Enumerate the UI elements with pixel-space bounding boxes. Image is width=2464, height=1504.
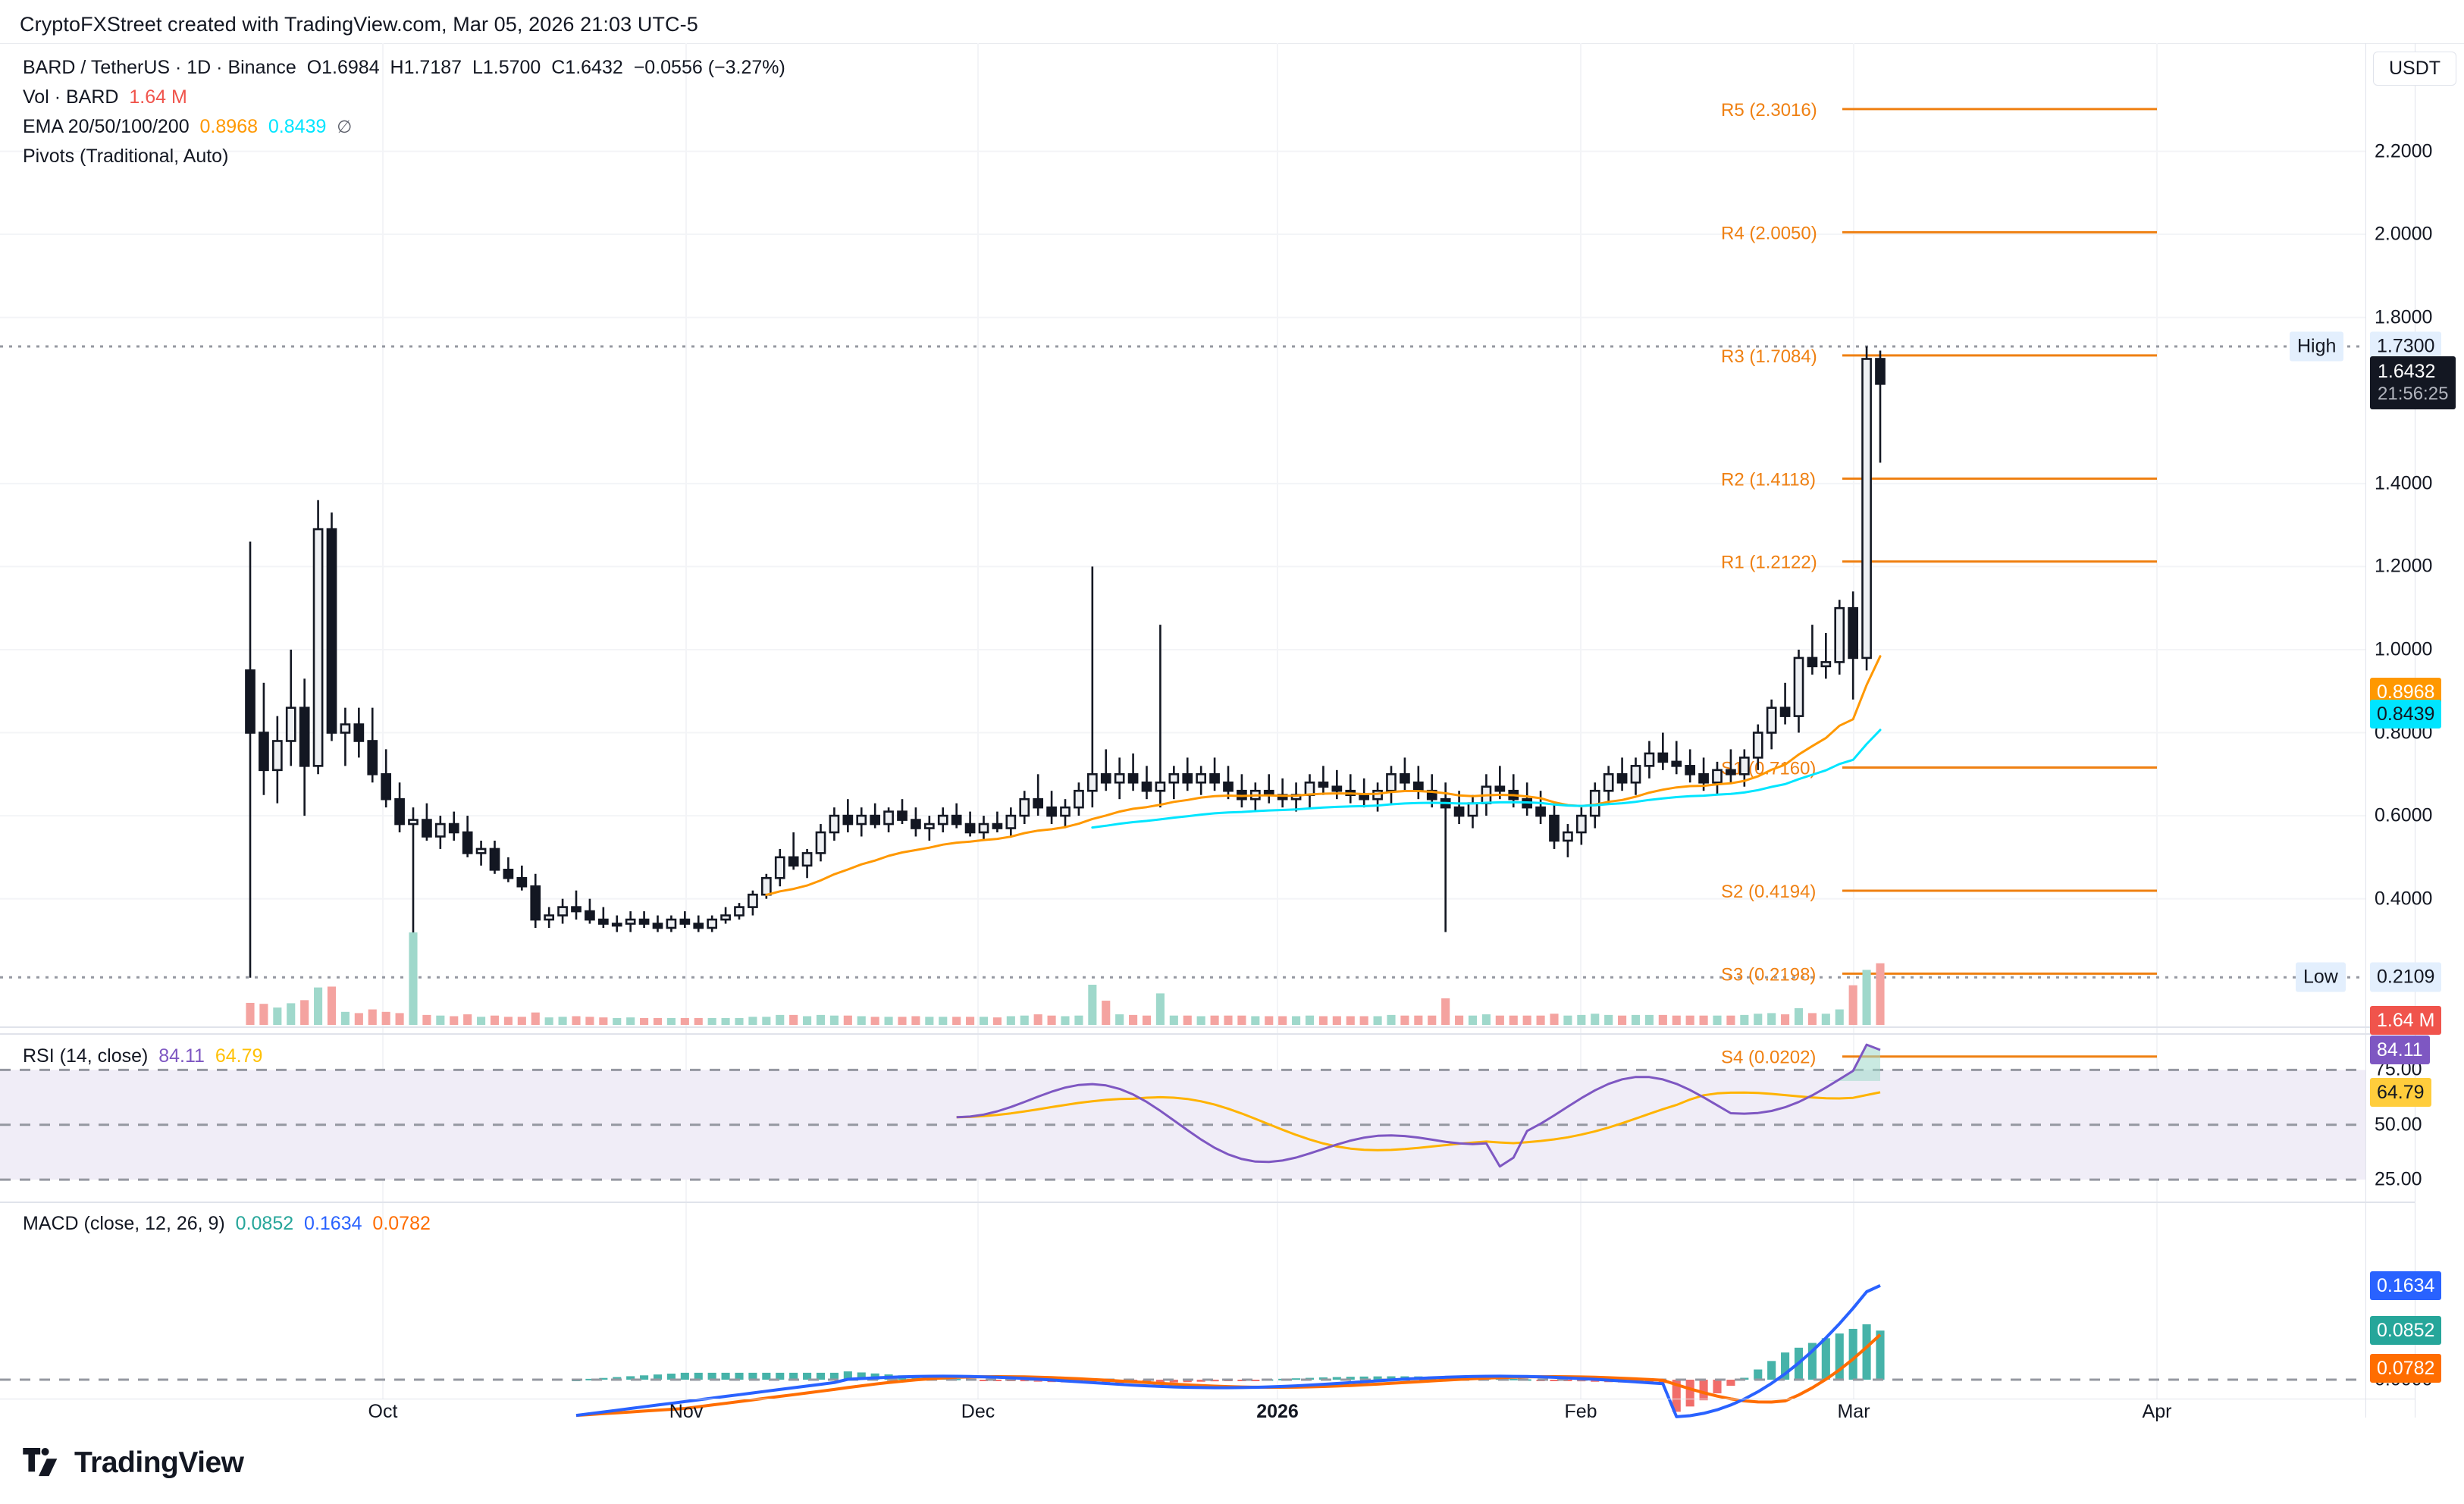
- pivot-label-s4: S4 (0.0202): [1721, 1048, 1816, 1068]
- pivot-label-r3: R3 (1.7084): [1721, 346, 1817, 367]
- rsi-tick-25.00: 25.00: [2375, 1168, 2422, 1190]
- legend-row-symbol[interactable]: BARD / TetherUS · 1D · Binance O1.6984 H…: [23, 53, 785, 83]
- pivot-label-r5: R5 (2.3016): [1721, 100, 1817, 121]
- legend-row-ema[interactable]: EMA 20/50/100/200 0.8968 0.8439 ∅: [23, 112, 785, 142]
- time-tick-apr: Apr: [2142, 1401, 2172, 1422]
- legend-row-volume[interactable]: Vol · BARD 1.64 M: [23, 83, 785, 112]
- price-axis-divider: [2365, 43, 2366, 1418]
- time-axis-rule: [0, 1399, 2415, 1444]
- tradingview-logo-text: TradingView: [74, 1446, 244, 1479]
- macd-line-value: 0.1634: [304, 1213, 362, 1234]
- legend-low: L1.5700: [472, 57, 541, 78]
- pivot-label-s2: S2 (0.4194): [1721, 882, 1816, 902]
- ema50-price-badge: 0.8439: [2370, 700, 2442, 729]
- high-marker-label: High: [2290, 331, 2344, 362]
- pivot-label-s1: S1 (0.7160): [1721, 759, 1816, 779]
- macd-hist-value: 0.0852: [235, 1213, 294, 1234]
- price-tick-2.0000: 2.0000: [2375, 223, 2433, 245]
- time-tick-2026: 2026: [1256, 1401, 1299, 1422]
- legend-ema-label: EMA 20/50/100/200: [23, 116, 190, 137]
- pivot-label-r4: R4 (2.0050): [1721, 223, 1817, 243]
- pivot-label-r1: R1 (1.2122): [1721, 553, 1817, 573]
- macd-legend[interactable]: MACD (close, 12, 26, 9) 0.0852 0.1634 0.…: [23, 1209, 431, 1239]
- time-tick-nov: Nov: [669, 1401, 704, 1422]
- rsi-value: 84.11: [158, 1045, 205, 1067]
- price-tick-1.0000: 1.0000: [2375, 638, 2433, 660]
- price-tick-1.8000: 1.8000: [2375, 306, 2433, 328]
- time-tick-oct: Oct: [368, 1401, 398, 1422]
- legend-volume-value: 1.64 M: [129, 86, 187, 108]
- price-tick-1.2000: 1.2000: [2375, 555, 2433, 577]
- rsi-ma-value-badge: 64.79: [2370, 1077, 2431, 1107]
- rsi-value-badge: 84.11: [2370, 1036, 2430, 1065]
- rsi-ma-value: 64.79: [215, 1045, 263, 1067]
- legend-ema-empty-icon: ∅: [337, 117, 353, 136]
- price-tick-1.4000: 1.4000: [2375, 472, 2433, 494]
- legend-open: O1.6984: [306, 57, 380, 78]
- legend-ema20-value: 0.8968: [199, 116, 258, 137]
- price-tick-0.6000: 0.6000: [2375, 804, 2433, 826]
- price-tick-0.4000: 0.4000: [2375, 888, 2433, 910]
- rsi-tick-50.00: 50.00: [2375, 1114, 2422, 1136]
- legend-high: H1.7187: [390, 57, 462, 78]
- time-tick-mar: Mar: [1837, 1401, 1870, 1422]
- price-tick-2.2000: 2.2000: [2375, 140, 2433, 162]
- legend-pivots-label: Pivots (Traditional, Auto): [23, 146, 229, 167]
- low-marker-value: 0.2109: [2370, 962, 2442, 992]
- legend-volume-label: Vol · BARD: [23, 86, 119, 108]
- macd-hist-badge: 0.0852: [2370, 1316, 2442, 1346]
- chart-legend: BARD / TetherUS · 1D · Binance O1.6984 H…: [23, 53, 785, 171]
- rsi-title: RSI (14, close): [23, 1045, 149, 1067]
- low-marker-label: Low: [2296, 962, 2346, 992]
- legend-row-pivots[interactable]: Pivots (Traditional, Auto): [23, 142, 785, 171]
- legend-change: −0.0556 (−3.27%): [633, 57, 785, 78]
- pivot-label-r2: R2 (1.4118): [1721, 469, 1816, 490]
- macd-signal-value: 0.0782: [372, 1213, 431, 1234]
- pivot-label-s3: S3 (0.2198): [1721, 964, 1816, 985]
- countdown-timer: 21:56:25: [2378, 383, 2449, 404]
- time-tick-dec: Dec: [961, 1401, 995, 1422]
- time-tick-feb: Feb: [1564, 1401, 1597, 1422]
- legend-close: C1.6432: [551, 57, 623, 78]
- attribution-text: CryptoFXStreet created with TradingView.…: [20, 13, 698, 36]
- macd-line-badge: 0.1634: [2370, 1271, 2442, 1300]
- currency-chip[interactable]: USDT: [2373, 52, 2457, 86]
- macd-title: MACD (close, 12, 26, 9): [23, 1213, 225, 1234]
- rsi-legend[interactable]: RSI (14, close) 84.11 64.79: [23, 1042, 262, 1071]
- chart-frame: [0, 43, 2464, 1418]
- macd-signal-badge: 0.0782: [2370, 1353, 2442, 1383]
- volume-price-badge: 1.64 M: [2370, 1006, 2442, 1035]
- legend-symbol: BARD / TetherUS · 1D · Binance: [23, 57, 296, 78]
- last-price-badge[interactable]: 1.6432 21:56:25: [2370, 356, 2456, 409]
- legend-ema50-value: 0.8439: [268, 116, 327, 137]
- last-price-value: 1.6432: [2378, 360, 2436, 382]
- tradingview-logo: TradingView: [23, 1446, 244, 1480]
- tradingview-mark-icon: [23, 1448, 58, 1477]
